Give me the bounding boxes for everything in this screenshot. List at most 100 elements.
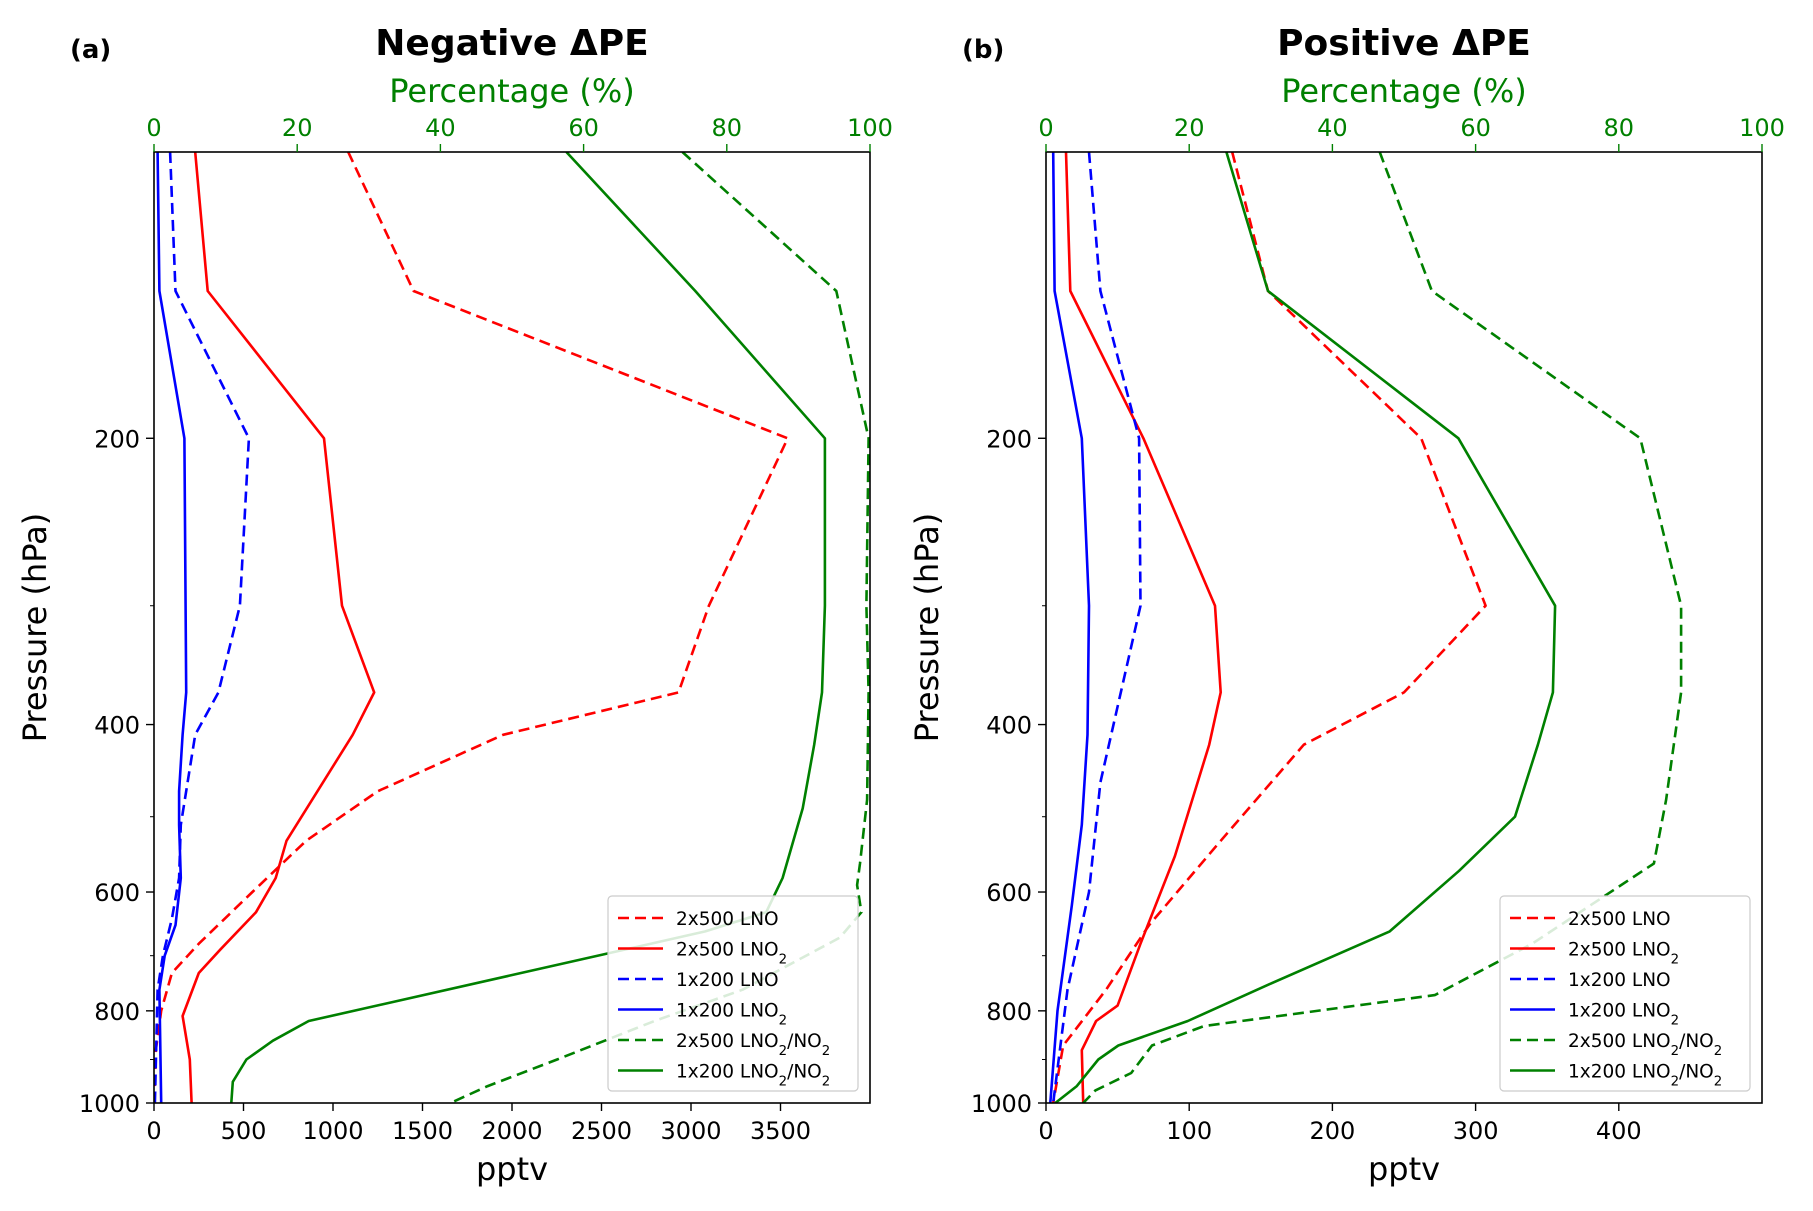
legend-label-text: /NO bbox=[787, 1031, 822, 1052]
y-tick-label: 200 bbox=[986, 425, 1032, 453]
x-axis-label: pptv bbox=[476, 1150, 548, 1188]
y-tick-label: 1000 bbox=[79, 1090, 140, 1118]
legend-label-text: 2x500 LNO bbox=[676, 909, 779, 930]
legend-label-text: 2x500 LNO bbox=[676, 1031, 779, 1052]
x2-tick-label: 0 bbox=[1038, 114, 1053, 142]
series-line bbox=[181, 152, 376, 1103]
series-lines bbox=[154, 152, 870, 1103]
legend-label: 1x200 LNO2 bbox=[676, 1001, 787, 1029]
x-tick-label: 200 bbox=[1309, 1117, 1355, 1145]
legend-label: 2x500 LNO2 bbox=[676, 940, 787, 968]
x2-tick-label: 100 bbox=[847, 114, 893, 142]
x-tick-label: 500 bbox=[221, 1117, 267, 1145]
panel-label: (a) bbox=[70, 35, 111, 65]
x-tick-label: 0 bbox=[1038, 1117, 1053, 1145]
plot-frame bbox=[1045, 151, 1763, 1104]
legend-label-subscript: 2 bbox=[1671, 1044, 1679, 1059]
series-line bbox=[1049, 152, 1091, 1103]
legend-label: 1x200 LNO2 bbox=[1568, 1001, 1679, 1029]
series-line bbox=[1051, 152, 1142, 1103]
legend-label-text: /NO bbox=[787, 1062, 822, 1083]
legend-label-text: 1x200 LNO bbox=[1568, 1062, 1671, 1083]
x2-tick-label: 80 bbox=[1604, 114, 1635, 142]
legend-label: 1x200 LNO2/NO2 bbox=[676, 1062, 830, 1090]
x2-tick-label: 40 bbox=[1317, 114, 1348, 142]
legend-box bbox=[607, 895, 859, 1092]
legend-label-text: 1x200 LNO bbox=[676, 1062, 779, 1083]
legend-label: 2x500 LNO bbox=[676, 909, 779, 930]
series-line bbox=[156, 152, 188, 1103]
top-axis-label: Percentage (%) bbox=[389, 72, 635, 110]
legend-label-subscript: 2 bbox=[779, 1013, 787, 1028]
legend-label-subscript: 2 bbox=[779, 1074, 787, 1089]
series-line bbox=[1054, 152, 1557, 1103]
y-tick-label: 400 bbox=[986, 712, 1032, 740]
legend-label-text: 1x200 LNO bbox=[676, 970, 779, 991]
legend-label: 1x200 LNO bbox=[676, 970, 779, 991]
legend-label-text: 2x500 LNO bbox=[1568, 940, 1671, 961]
legend-label-text: 1x200 LNO bbox=[676, 1001, 779, 1022]
legend-label-text: 2x500 LNO bbox=[1568, 1031, 1671, 1052]
x2-tick-label: 100 bbox=[1739, 114, 1785, 142]
y-tick-label: 600 bbox=[94, 879, 140, 907]
x-tick-label: 2500 bbox=[571, 1117, 632, 1145]
y-tick-label: 800 bbox=[94, 998, 140, 1026]
legend-label-subscript: 2 bbox=[1714, 1044, 1722, 1059]
x-tick-label: 0 bbox=[146, 1117, 161, 1145]
legend-label: 1x200 LNO2/NO2 bbox=[1568, 1062, 1722, 1090]
series-line bbox=[1064, 152, 1222, 1103]
x-tick-label: 400 bbox=[1596, 1117, 1642, 1145]
panel-label: (b) bbox=[962, 35, 1004, 65]
legend-label-text: 1x200 LNO bbox=[1568, 1001, 1671, 1022]
chart-title: Positive ΔPE bbox=[1277, 23, 1531, 64]
y-tick-label: 400 bbox=[94, 712, 140, 740]
legend-label-text: /NO bbox=[1679, 1062, 1714, 1083]
x2-tick-label: 60 bbox=[568, 114, 599, 142]
legend-label-subscript: 2 bbox=[779, 1044, 787, 1059]
legend-label-subscript: 2 bbox=[1671, 952, 1679, 967]
series-line bbox=[230, 152, 827, 1103]
y-axis-label: Pressure (hPa) bbox=[908, 513, 946, 743]
x2-tick-label: 40 bbox=[425, 114, 456, 142]
x-tick-label: 3000 bbox=[660, 1117, 721, 1145]
series-line bbox=[1051, 152, 1487, 1103]
x-tick-label: 3500 bbox=[750, 1117, 811, 1145]
x2-tick-label: 80 bbox=[712, 114, 743, 142]
legend-label-text: 2x500 LNO bbox=[1568, 909, 1671, 930]
x2-tick-label: 0 bbox=[146, 114, 161, 142]
series-line bbox=[154, 152, 789, 1103]
y-tick-label: 800 bbox=[986, 998, 1032, 1026]
x2-tick-label: 60 bbox=[1460, 114, 1491, 142]
legend-label-subscript: 2 bbox=[779, 952, 787, 967]
x-tick-label: 300 bbox=[1453, 1117, 1499, 1145]
legend-label: 2x500 LNO2/NO2 bbox=[676, 1031, 830, 1059]
y-tick-label: 600 bbox=[986, 879, 1032, 907]
legend-label-subscript: 2 bbox=[1714, 1074, 1722, 1089]
chart-title: Negative ΔPE bbox=[375, 23, 648, 64]
legend-label: 1x200 LNO bbox=[1568, 970, 1671, 991]
legend-label: 2x500 LNO bbox=[1568, 909, 1671, 930]
x-tick-label: 2000 bbox=[481, 1117, 542, 1145]
legend-label-subscript: 2 bbox=[1671, 1013, 1679, 1028]
legend-label-subscript: 2 bbox=[1671, 1074, 1679, 1089]
legend-label: 2x500 LNO2 bbox=[1568, 940, 1679, 968]
x-tick-label: 1500 bbox=[392, 1117, 453, 1145]
legend-label-subscript: 2 bbox=[822, 1074, 830, 1089]
x-tick-label: 100 bbox=[1166, 1117, 1212, 1145]
legend-label-text: 2x500 LNO bbox=[676, 940, 779, 961]
legend-label-subscript: 2 bbox=[822, 1044, 830, 1059]
legend-label-text: 1x200 LNO bbox=[1568, 970, 1671, 991]
x-axis-label: pptv bbox=[1368, 1150, 1440, 1188]
x2-tick-label: 20 bbox=[1174, 114, 1205, 142]
legend-label-text: /NO bbox=[1679, 1031, 1714, 1052]
series-line bbox=[449, 152, 870, 1103]
y-tick-label: 1000 bbox=[971, 1090, 1032, 1118]
legend-label: 2x500 LNO2/NO2 bbox=[1568, 1031, 1722, 1059]
legend-box bbox=[1499, 895, 1751, 1092]
series-line bbox=[154, 152, 251, 1103]
